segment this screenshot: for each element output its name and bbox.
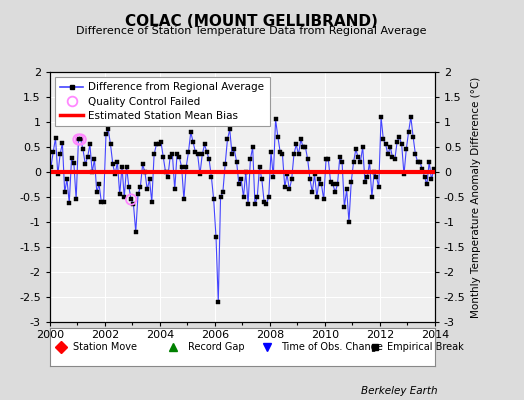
Text: 2000: 2000 — [36, 330, 64, 340]
Point — [127, 196, 135, 203]
Point — [74, 136, 83, 143]
Text: 2004: 2004 — [146, 330, 174, 340]
Text: Time of Obs. Change: Time of Obs. Change — [281, 342, 383, 352]
Text: Record Gap: Record Gap — [189, 342, 245, 352]
Point — [77, 136, 85, 143]
Text: 2014: 2014 — [421, 330, 449, 340]
Legend: Difference from Regional Average, Quality Control Failed, Estimated Station Mean: Difference from Regional Average, Qualit… — [55, 77, 269, 126]
Y-axis label: Monthly Temperature Anomaly Difference (°C): Monthly Temperature Anomaly Difference (… — [471, 76, 481, 318]
Text: COLAC (MOUNT GELLIBRAND): COLAC (MOUNT GELLIBRAND) — [125, 14, 378, 29]
Text: 2008: 2008 — [256, 330, 284, 340]
Text: 2010: 2010 — [311, 330, 339, 340]
Text: Difference of Station Temperature Data from Regional Average: Difference of Station Temperature Data f… — [77, 26, 427, 36]
Text: 2006: 2006 — [201, 330, 229, 340]
Text: 2002: 2002 — [91, 330, 119, 340]
Text: Empirical Break: Empirical Break — [387, 342, 464, 352]
Text: Berkeley Earth: Berkeley Earth — [361, 386, 438, 396]
Text: Station Move: Station Move — [73, 342, 137, 352]
Text: 2012: 2012 — [366, 330, 394, 340]
